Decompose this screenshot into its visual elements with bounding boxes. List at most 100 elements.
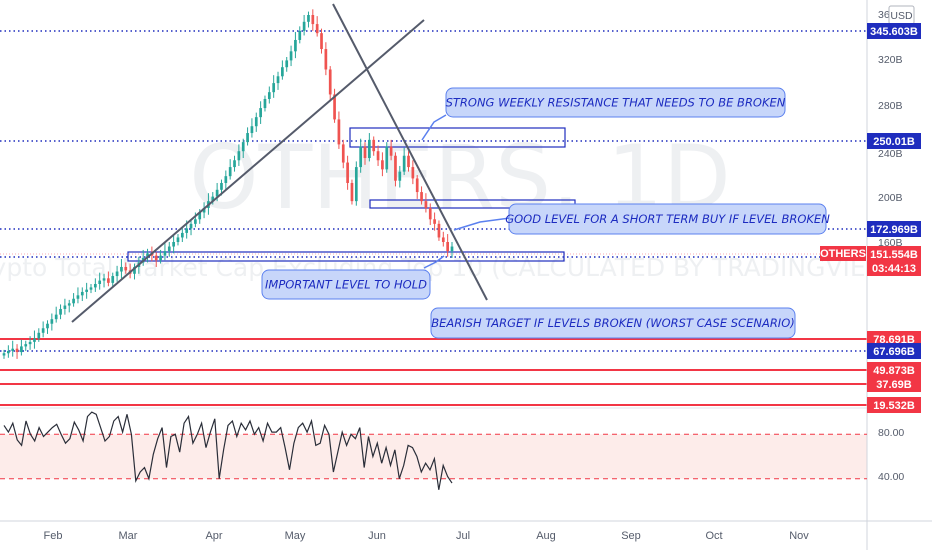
rsi-line: [3, 411, 453, 490]
rsi-band: [0, 434, 867, 479]
rsi-tick-1: 40.00: [878, 471, 904, 483]
candle-body: [437, 223, 441, 238]
x-tick-1: Mar: [119, 530, 138, 542]
candle-body: [411, 167, 415, 179]
annotation-box-2: [261, 269, 431, 300]
currency-label: USD: [890, 10, 913, 22]
candle-body: [311, 15, 315, 25]
level-label-bg-1: [867, 133, 921, 149]
candle-body: [194, 219, 197, 224]
candle-body: [285, 60, 289, 68]
candle-body: [120, 266, 123, 272]
x-tick-0: Feb: [44, 530, 63, 542]
x-tick-2: Apr: [205, 530, 222, 542]
level-label-bg-5: [867, 343, 921, 359]
candle-body: [420, 192, 423, 202]
x-tick-6: Aug: [536, 530, 556, 542]
candle-body: [298, 30, 302, 40]
candle-body: [254, 117, 258, 127]
candle-body: [20, 346, 23, 353]
candle-body: [433, 219, 436, 224]
candle-body: [185, 228, 189, 233]
symbol-tag-bg: [820, 246, 866, 261]
candle-body: [368, 139, 371, 159]
last-price-bg: [867, 246, 921, 276]
candle-body: [2, 353, 6, 356]
candle-body: [59, 308, 62, 315]
zone-box-0: [349, 127, 566, 148]
candle-body: [220, 182, 223, 190]
callout-pointer-1: [421, 114, 447, 141]
x-tick-5: Jul: [456, 530, 470, 542]
candle-body: [76, 295, 80, 299]
candle-body: [228, 167, 232, 177]
candle-body: [198, 212, 202, 220]
rsi-background: [0, 407, 867, 479]
candle-body: [394, 155, 397, 181]
candle-body: [363, 146, 367, 159]
symbol-tag: OTHERS: [820, 248, 866, 260]
candle-body: [154, 255, 158, 261]
annotation-text-3: BEARISH TARGET IF LEVELS BROKEN (WORST C…: [431, 316, 795, 330]
candle-body: [167, 246, 171, 252]
candle-body: [276, 76, 280, 84]
candle-body: [333, 94, 336, 120]
trendline-support: [71, 19, 425, 323]
candle-body: [376, 151, 380, 161]
candle-body: [250, 126, 254, 134]
callout-pointer-2: [453, 217, 511, 231]
candle-body: [263, 98, 267, 109]
candle-body: [24, 344, 28, 347]
level-label-8: 19.532B: [873, 400, 915, 412]
candle-body: [54, 314, 58, 320]
candle-body: [124, 266, 128, 271]
level-label-2: 172.969B: [870, 224, 918, 236]
candle-body: [324, 49, 328, 70]
y-tick-4: 200B: [878, 192, 903, 204]
candle-body: [302, 21, 306, 31]
countdown-label: 03:44:13: [872, 263, 916, 275]
annotation-text-0: STRONG WEEKLY RESISTANCE THAT NEEDS TO B…: [446, 96, 786, 110]
candle-body: [415, 178, 419, 193]
candle-body: [320, 33, 323, 50]
candle-body: [407, 155, 410, 168]
candle-body: [281, 67, 284, 77]
x-tick-7: Sep: [621, 530, 641, 542]
x-tick-8: Oct: [705, 530, 722, 542]
y-tick-1: 320B: [878, 54, 903, 66]
level-label-bg-7: [867, 376, 921, 392]
candle-body: [15, 348, 19, 353]
price-scale-labels: 345.603B250.01B172.969B145.264B78.691B67…: [820, 23, 921, 413]
candle-body: [89, 287, 93, 290]
candle-body: [428, 207, 432, 220]
level-label-0: 345.603B: [870, 26, 918, 38]
candle-body: [424, 201, 428, 208]
zone-box-2: [127, 251, 565, 262]
candle-body: [446, 242, 449, 252]
last-price-label: 151.554B: [870, 249, 918, 261]
candle-body: [241, 142, 245, 152]
candle-body: [372, 139, 376, 152]
candle-body: [398, 171, 402, 181]
candle-body: [7, 350, 10, 354]
candle-body: [211, 196, 215, 202]
candle-body: [289, 51, 293, 61]
watermark: OTHERS, 1D Crypto Total Market Cap Exclu…: [0, 126, 900, 282]
candle-body: [80, 291, 84, 296]
candle-body: [28, 341, 32, 345]
candle-body: [341, 144, 345, 163]
level-label-bg-0: [867, 23, 921, 39]
annotation-box-0: [445, 87, 786, 118]
candle-body: [259, 108, 262, 118]
candle-body: [115, 271, 119, 277]
candle-body: [189, 223, 193, 229]
candle-body: [328, 69, 332, 95]
candle-body: [294, 39, 297, 52]
candle-body: [72, 298, 75, 304]
candle-body: [272, 83, 276, 93]
candle-body: [85, 289, 88, 292]
candle-body: [354, 167, 358, 202]
candle-body: [402, 155, 406, 172]
candle-body: [359, 146, 363, 168]
